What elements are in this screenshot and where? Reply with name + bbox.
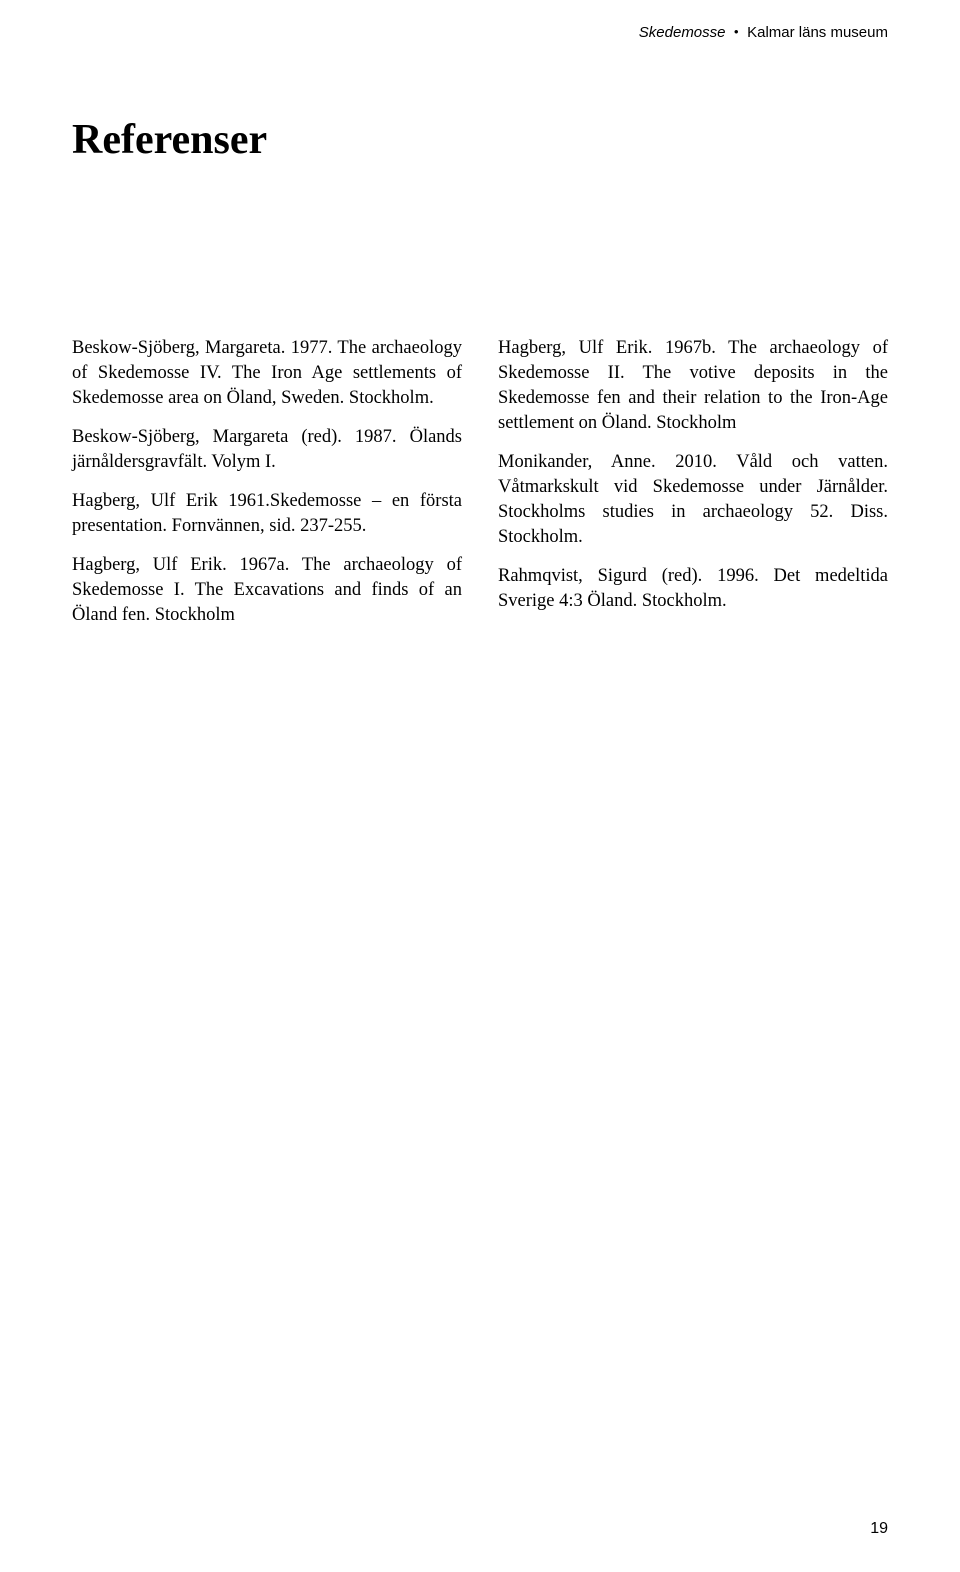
reference-columns: Beskow-Sjöberg, Margareta. 1977. The arc… [72, 336, 888, 642]
running-head-separator: • [734, 25, 739, 41]
reference-entry: Rahmqvist, Sigurd (red). 1996. Det medel… [498, 564, 888, 614]
running-head-title: Skedemosse [639, 24, 726, 41]
reference-entry: Hagberg, Ulf Erik. 1967a. The archaeolog… [72, 553, 462, 628]
reference-entry: Monikander, Anne. 2010. Våld och vatten.… [498, 450, 888, 550]
page-title: Referenser [72, 116, 267, 164]
running-head-institution: Kalmar läns museum [747, 24, 888, 41]
column-right: Hagberg, Ulf Erik. 1967b. The archaeolog… [498, 336, 888, 642]
reference-entry: Hagberg, Ulf Erik. 1967b. The archaeolog… [498, 336, 888, 436]
reference-entry: Beskow-Sjöberg, Margareta. 1977. The arc… [72, 336, 462, 411]
running-head: Skedemosse • Kalmar läns museum [639, 24, 888, 42]
column-left: Beskow-Sjöberg, Margareta. 1977. The arc… [72, 336, 462, 642]
reference-entry: Beskow-Sjöberg, Margareta (red). 1987. Ö… [72, 425, 462, 475]
reference-entry: Hagberg, Ulf Erik 1961.Skedemosse – en f… [72, 489, 462, 539]
page-number: 19 [870, 1520, 888, 1538]
